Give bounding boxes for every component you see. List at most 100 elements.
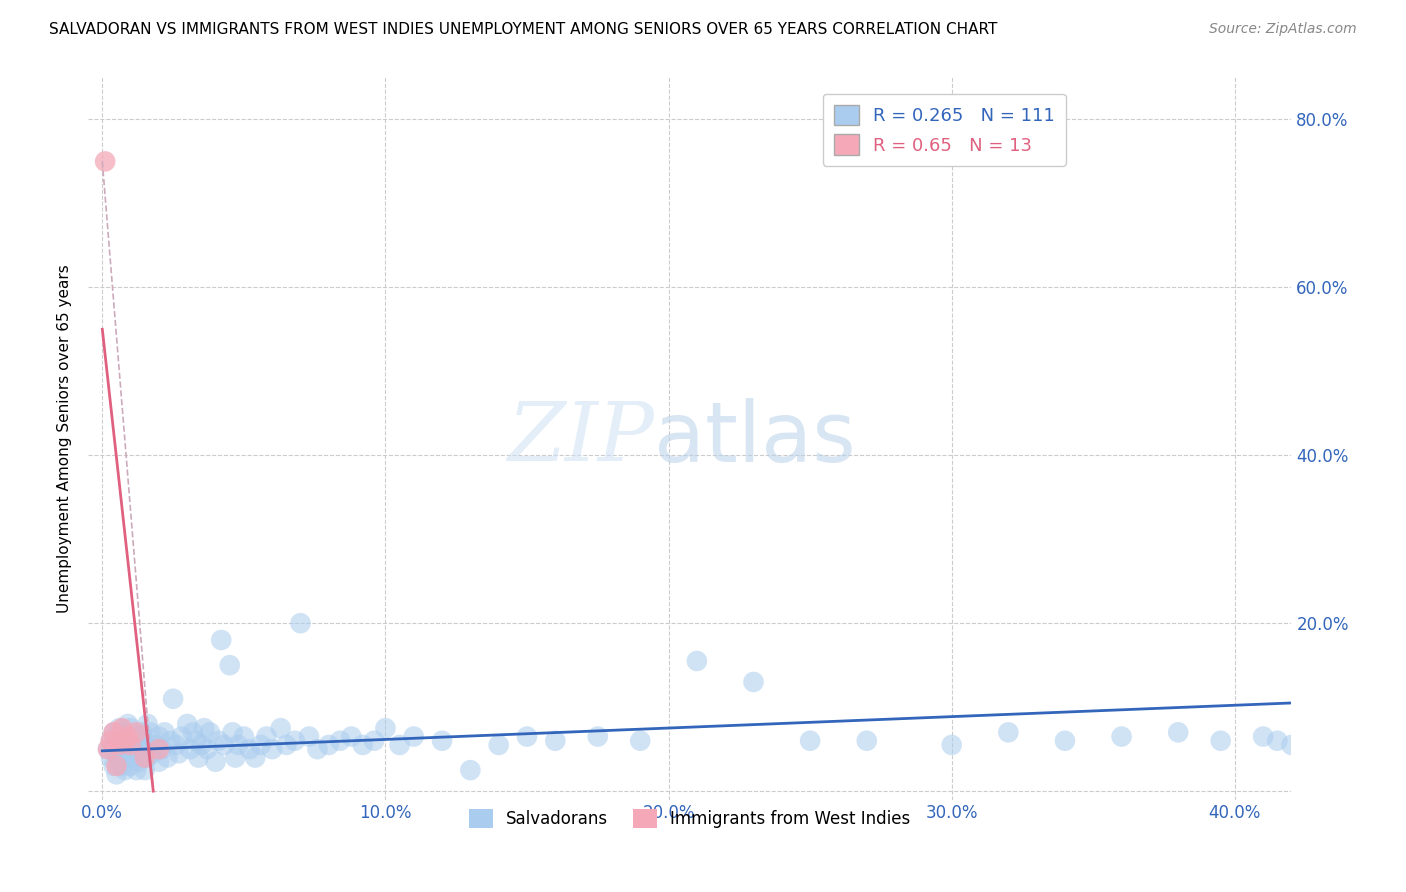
Point <box>318 738 340 752</box>
Point <box>150 742 173 756</box>
Point <box>97 742 120 756</box>
Point <box>298 730 321 744</box>
Point <box>165 738 187 752</box>
Point <box>108 755 131 769</box>
Point <box>232 730 254 744</box>
Point <box>799 733 821 747</box>
Point <box>100 733 122 747</box>
Point <box>114 733 136 747</box>
Point <box>176 717 198 731</box>
Point <box>97 742 120 756</box>
Legend: Salvadorans, Immigrants from West Indies: Salvadorans, Immigrants from West Indies <box>463 802 917 835</box>
Point <box>212 738 235 752</box>
Point <box>1323 725 1346 739</box>
Point <box>105 747 128 761</box>
Point <box>111 721 134 735</box>
Point <box>108 738 131 752</box>
Point <box>1265 733 1288 747</box>
Point <box>1281 738 1303 752</box>
Point <box>204 755 226 769</box>
Point <box>245 750 267 764</box>
Point <box>122 733 145 747</box>
Point <box>686 654 709 668</box>
Point <box>128 755 150 769</box>
Point <box>153 725 176 739</box>
Point <box>207 733 229 747</box>
Point <box>181 725 204 739</box>
Point <box>184 733 207 747</box>
Point <box>111 725 134 739</box>
Point <box>145 738 167 752</box>
Point <box>139 742 162 756</box>
Point <box>117 750 139 764</box>
Point <box>105 730 128 744</box>
Point <box>131 725 153 739</box>
Point <box>139 725 162 739</box>
Point <box>120 721 142 735</box>
Point <box>1309 733 1331 747</box>
Point <box>997 725 1019 739</box>
Point <box>340 730 363 744</box>
Point <box>1167 725 1189 739</box>
Point <box>142 747 165 761</box>
Point <box>100 750 122 764</box>
Point <box>117 733 139 747</box>
Point <box>238 742 260 756</box>
Point <box>941 738 963 752</box>
Point <box>117 730 139 744</box>
Point <box>105 759 128 773</box>
Point <box>363 733 385 747</box>
Point <box>388 738 411 752</box>
Point <box>167 747 190 761</box>
Point <box>256 730 278 744</box>
Point <box>1251 730 1274 744</box>
Point <box>114 730 136 744</box>
Point <box>103 725 125 739</box>
Point <box>108 738 131 752</box>
Point <box>1111 730 1133 744</box>
Point <box>218 658 240 673</box>
Point <box>122 750 145 764</box>
Text: SALVADORAN VS IMMIGRANTS FROM WEST INDIES UNEMPLOYMENT AMONG SENIORS OVER 65 YEA: SALVADORAN VS IMMIGRANTS FROM WEST INDIE… <box>49 22 998 37</box>
Point <box>103 742 125 756</box>
Point <box>628 733 651 747</box>
Point <box>120 738 142 752</box>
Point <box>125 747 148 761</box>
Point <box>1053 733 1076 747</box>
Point <box>402 730 425 744</box>
Point <box>586 730 609 744</box>
Point <box>159 733 181 747</box>
Point <box>148 755 170 769</box>
Point <box>125 763 148 777</box>
Point <box>136 717 159 731</box>
Point <box>156 750 179 764</box>
Point <box>1209 733 1232 747</box>
Point <box>1337 721 1360 735</box>
Point <box>114 747 136 761</box>
Point <box>221 725 243 739</box>
Point <box>307 742 329 756</box>
Point <box>179 742 201 756</box>
Point <box>226 738 249 752</box>
Text: atlas: atlas <box>654 398 855 479</box>
Point <box>148 730 170 744</box>
Point <box>117 717 139 731</box>
Point <box>742 675 765 690</box>
Point <box>114 763 136 777</box>
Point <box>187 750 209 764</box>
Point <box>195 742 218 756</box>
Point <box>284 733 307 747</box>
Point <box>352 738 374 752</box>
Point <box>209 632 232 647</box>
Point <box>224 750 246 764</box>
Point <box>198 725 221 739</box>
Text: ZIP: ZIP <box>506 399 654 478</box>
Point <box>276 738 298 752</box>
Point <box>94 154 117 169</box>
Point <box>193 721 215 735</box>
Point <box>111 742 134 756</box>
Point <box>136 750 159 764</box>
Point <box>430 733 453 747</box>
Point <box>100 733 122 747</box>
Point <box>516 730 538 744</box>
